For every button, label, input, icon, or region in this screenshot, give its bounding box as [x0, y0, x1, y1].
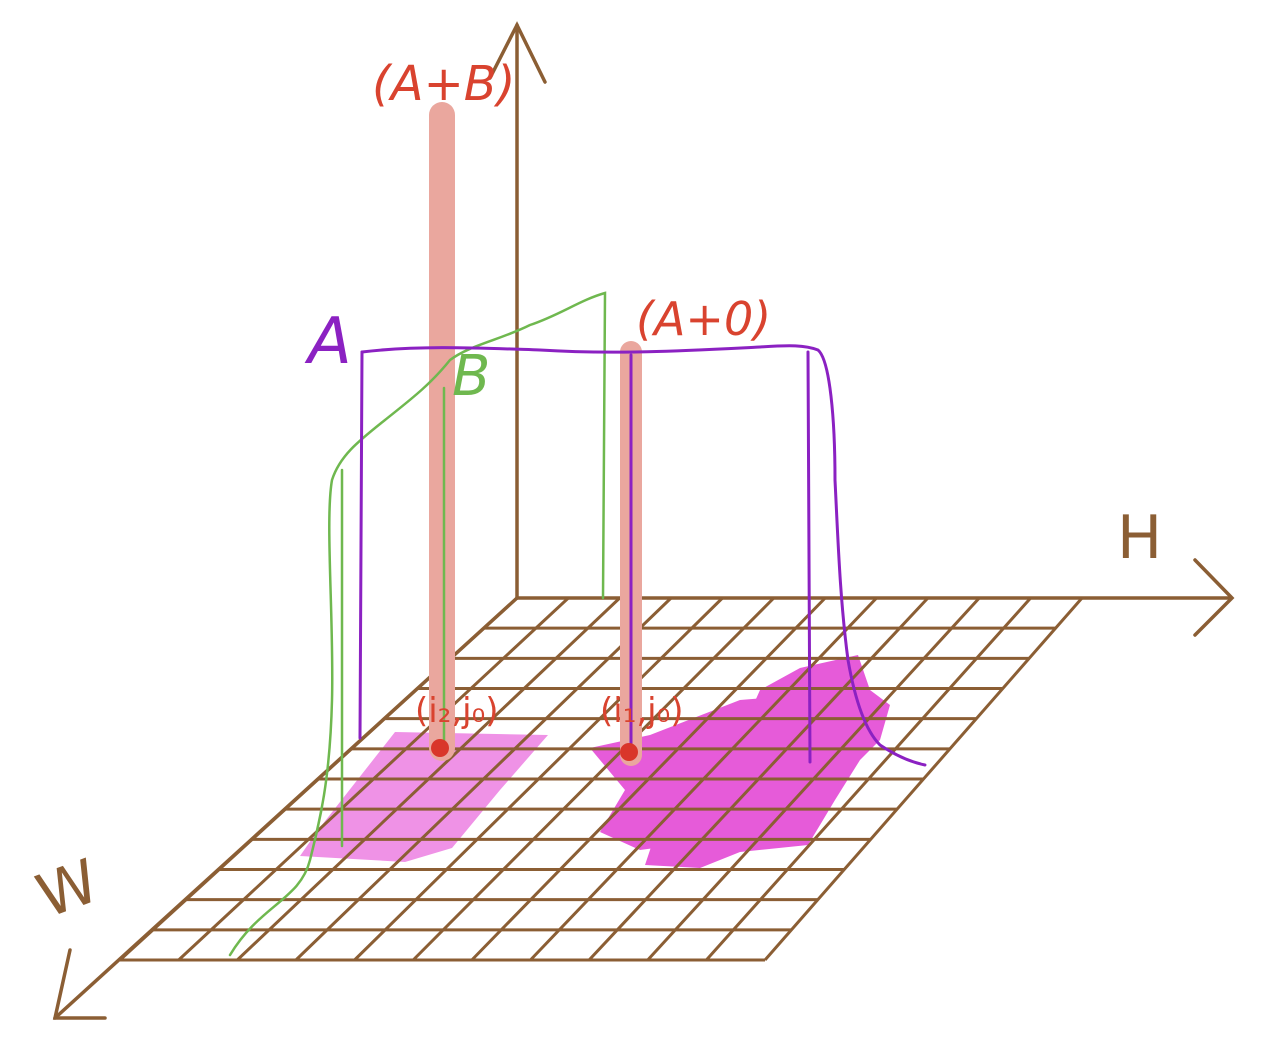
point-i1-j0-dot	[620, 743, 638, 761]
dark-magenta-region-right	[645, 655, 890, 868]
light-magenta-region	[300, 732, 548, 862]
label-a-plus-b: (A+B)	[372, 56, 515, 112]
curve-a-drop-1	[358, 350, 364, 740]
label-a: A	[304, 305, 352, 379]
curve-a	[358, 344, 927, 767]
w-axis-arrowhead	[52, 948, 107, 1020]
curve-b-outline	[228, 291, 607, 957]
label-point-i2-j0: (i₂,j₀)	[415, 691, 499, 731]
sample-points	[431, 739, 638, 761]
curve-a-outline	[360, 344, 927, 767]
labels: (A+B) (A+0) A B H W (i₂,j₀) (i₁,j₀)	[28, 56, 1162, 932]
floor-grid	[118, 596, 1084, 962]
label-point-i1-j0: (i₁,j₀)	[600, 691, 684, 731]
vertical-axis-arrowhead	[488, 21, 547, 84]
h-axis-arrowhead	[1193, 558, 1235, 637]
label-b: B	[452, 344, 490, 409]
curve-a-drop-3	[806, 350, 812, 764]
label-w-axis: W	[28, 846, 108, 932]
label-a-plus-0: (A+0)	[636, 292, 771, 346]
shaded-regions	[300, 655, 890, 868]
curve-b	[228, 291, 607, 957]
point-i2-j0-dot	[431, 739, 449, 757]
label-h-axis: H	[1117, 503, 1162, 573]
